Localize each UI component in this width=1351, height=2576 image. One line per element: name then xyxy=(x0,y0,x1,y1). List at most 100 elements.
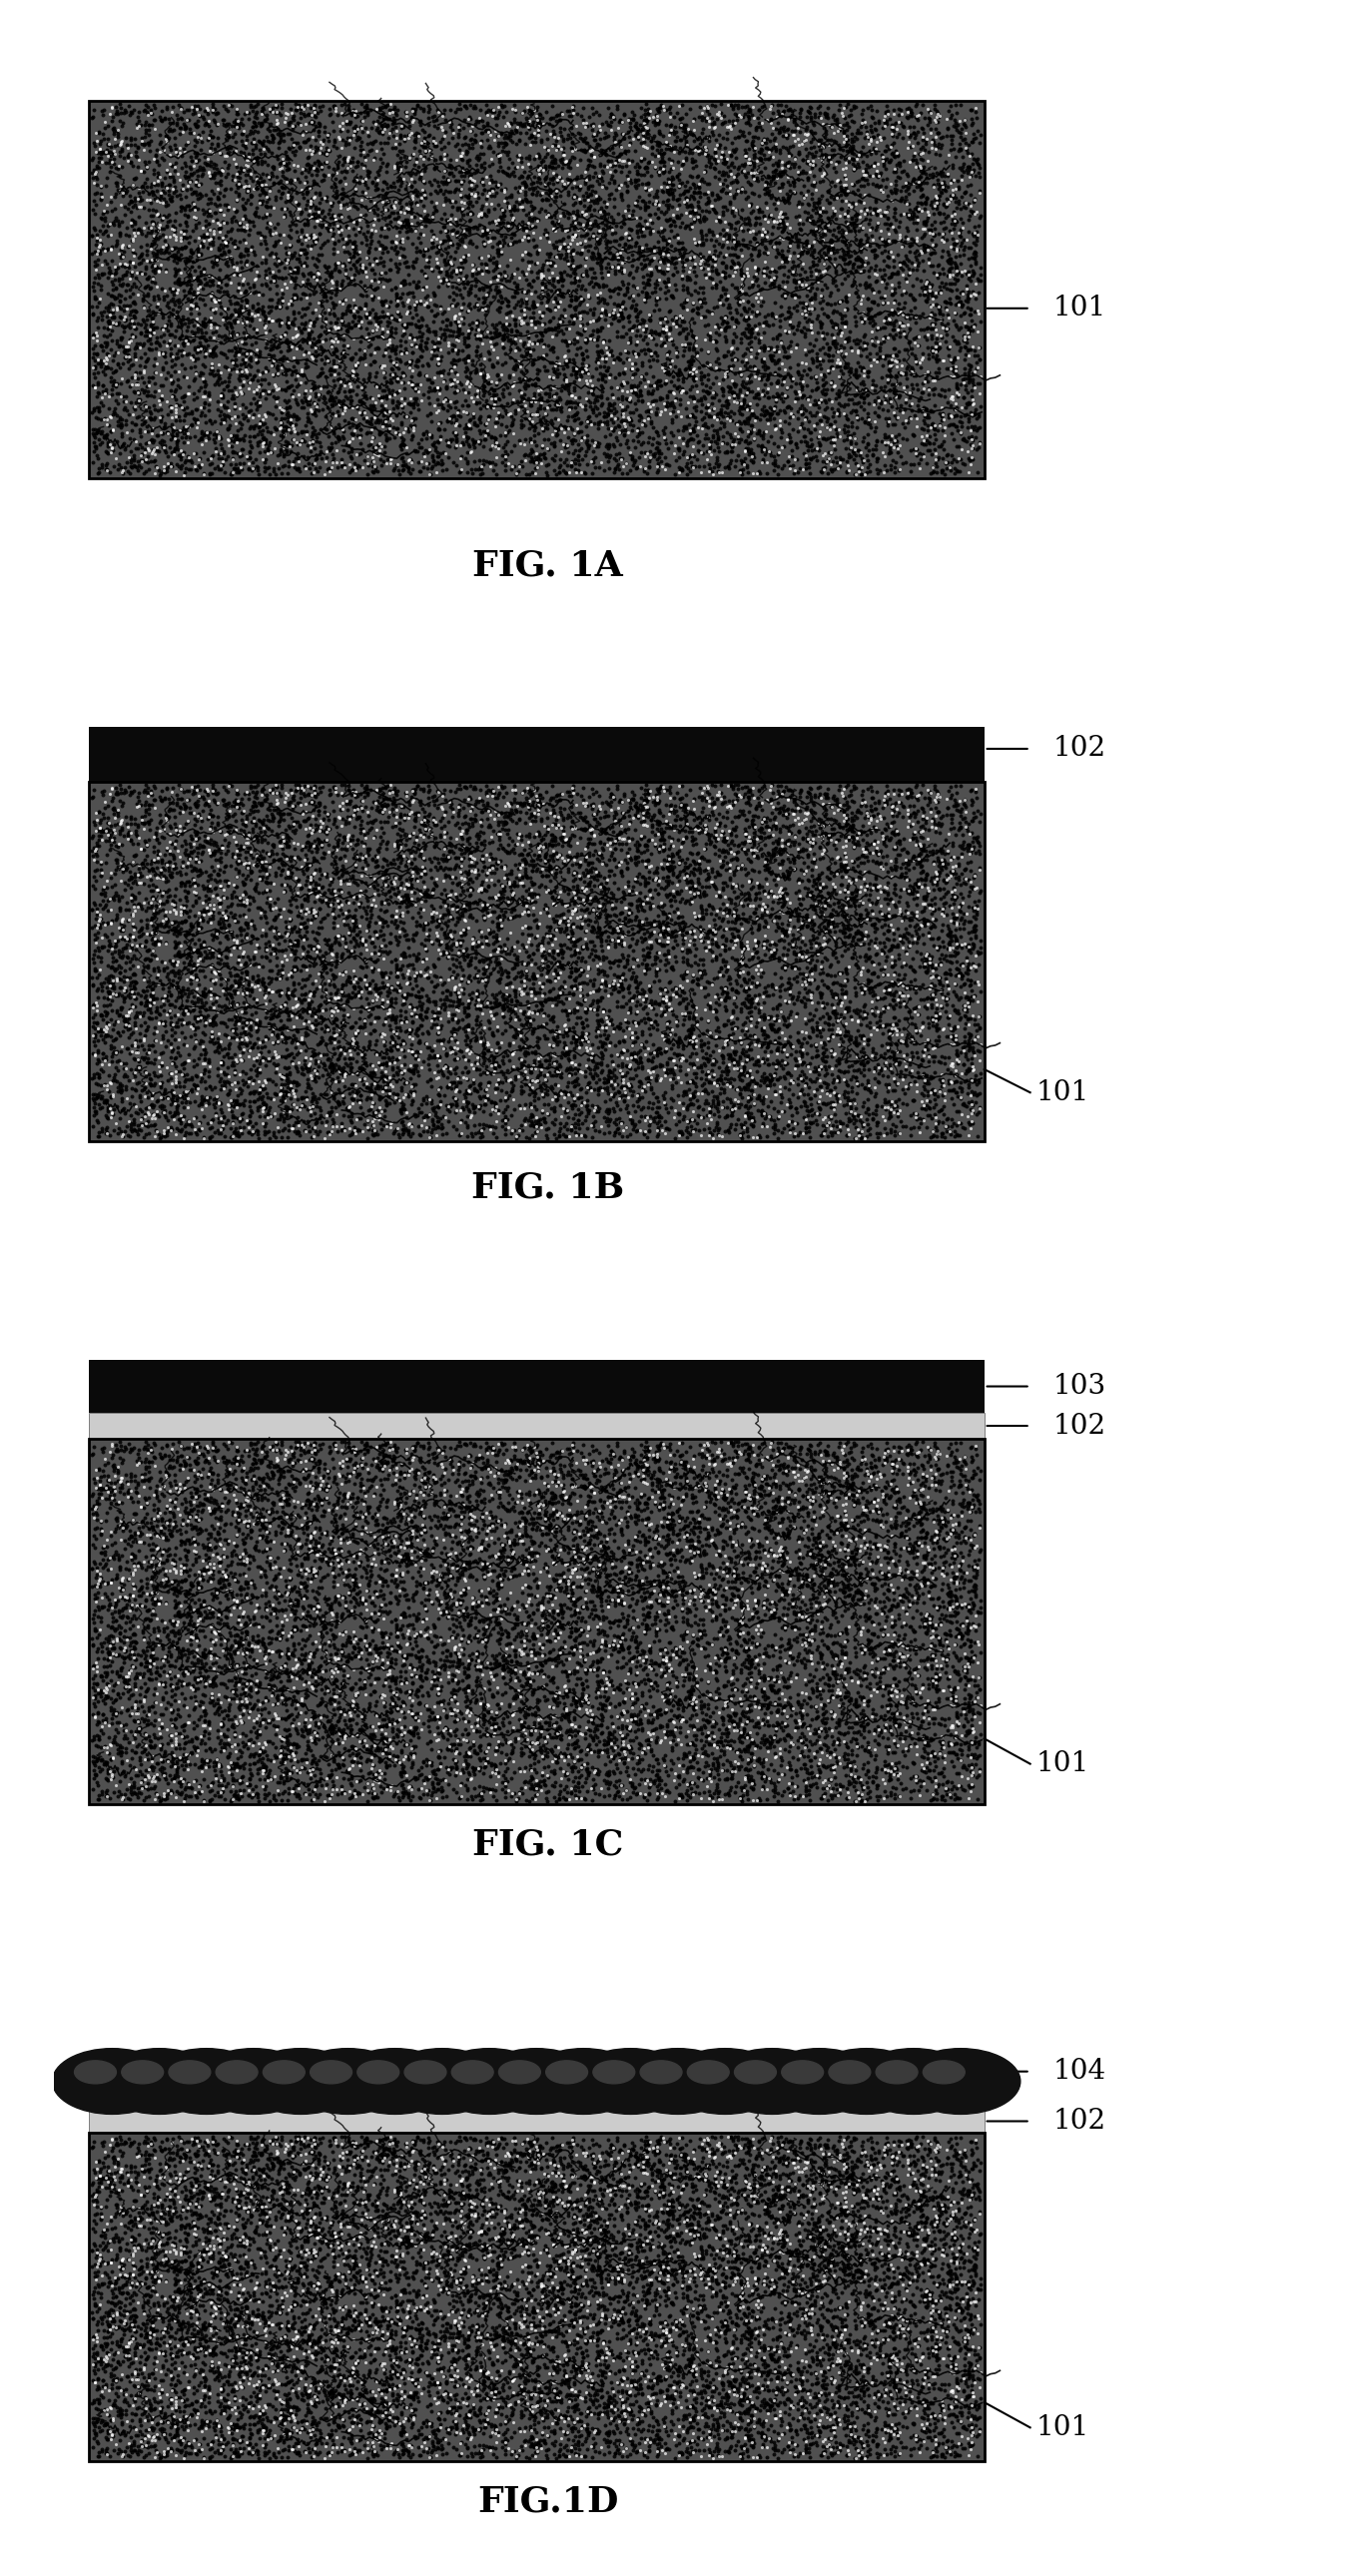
Point xyxy=(200,2197,222,2239)
Point xyxy=(158,1092,180,1133)
Point xyxy=(280,1723,301,1765)
Point xyxy=(219,2226,240,2267)
Point xyxy=(493,2236,515,2277)
Point xyxy=(84,2257,105,2298)
Point xyxy=(273,1718,295,1759)
Point xyxy=(419,88,440,129)
Point xyxy=(373,355,394,397)
Point xyxy=(620,162,642,204)
Point xyxy=(251,858,273,899)
Point xyxy=(399,878,420,920)
Point xyxy=(290,2347,312,2388)
Point xyxy=(417,198,439,240)
Point xyxy=(669,2432,690,2473)
Point xyxy=(447,1638,469,1680)
Point xyxy=(216,1015,238,1056)
Point xyxy=(880,1023,901,1064)
Point xyxy=(538,1695,559,1736)
Point xyxy=(461,860,482,902)
Point xyxy=(666,855,688,896)
Point xyxy=(603,270,624,312)
Point xyxy=(142,433,163,474)
Point xyxy=(705,2352,727,2393)
Point xyxy=(512,907,534,948)
Point xyxy=(567,1077,589,1118)
Point xyxy=(788,811,809,853)
Point xyxy=(505,2306,527,2347)
Point xyxy=(955,420,977,461)
Point xyxy=(880,1476,901,1517)
Point xyxy=(427,402,449,443)
Point xyxy=(651,376,673,417)
Point xyxy=(759,840,781,881)
Point xyxy=(793,1082,815,1123)
Point xyxy=(142,2221,163,2262)
Point xyxy=(413,126,435,167)
Point xyxy=(100,1028,122,1069)
Point xyxy=(95,131,116,173)
Point xyxy=(563,2347,585,2388)
Point xyxy=(744,2136,766,2177)
Point xyxy=(232,827,254,868)
Point xyxy=(712,2205,734,2246)
Point xyxy=(615,2411,636,2452)
Point xyxy=(647,2133,669,2174)
Point xyxy=(781,945,802,987)
Point xyxy=(657,2254,678,2295)
Point xyxy=(651,139,673,180)
Point xyxy=(817,2192,839,2233)
Point xyxy=(896,260,917,301)
Point xyxy=(543,2164,565,2205)
Point xyxy=(247,2372,269,2414)
Point xyxy=(276,814,297,855)
Point xyxy=(725,1558,747,1600)
Point xyxy=(659,2344,681,2385)
Point xyxy=(111,1569,132,1610)
Point xyxy=(886,250,908,291)
Point xyxy=(555,1767,577,1808)
Point xyxy=(296,381,317,422)
Point xyxy=(380,1770,401,1811)
Point xyxy=(539,850,561,891)
Point xyxy=(757,392,778,433)
Point xyxy=(716,307,738,348)
Point xyxy=(593,1486,615,1528)
Point xyxy=(943,350,965,392)
Point xyxy=(643,793,665,835)
Point xyxy=(366,917,388,958)
Point xyxy=(869,943,890,984)
Point xyxy=(802,904,824,945)
Point xyxy=(449,1752,470,1793)
Point xyxy=(939,268,961,309)
Point xyxy=(405,953,427,994)
Point xyxy=(543,2409,565,2450)
Point xyxy=(966,1664,988,1705)
Point xyxy=(159,1492,181,1533)
Point xyxy=(758,1458,780,1499)
Point xyxy=(925,2329,947,2370)
Point xyxy=(286,984,308,1025)
Point xyxy=(349,1497,370,1538)
Point xyxy=(374,1090,396,1131)
Point xyxy=(84,2398,105,2439)
Point xyxy=(185,1530,207,1571)
Point xyxy=(524,1602,546,1643)
Point xyxy=(247,2437,269,2478)
Point xyxy=(931,2388,952,2429)
Point xyxy=(561,1625,582,1667)
Point xyxy=(571,1636,593,1677)
Point xyxy=(551,255,573,296)
Point xyxy=(254,1759,276,1801)
Point xyxy=(168,1687,189,1728)
Point xyxy=(199,796,220,837)
Point xyxy=(227,1736,249,1777)
Point xyxy=(717,366,739,407)
Point xyxy=(619,196,640,237)
Point xyxy=(557,840,578,881)
Point xyxy=(866,881,888,922)
Point xyxy=(811,379,832,420)
Point xyxy=(315,1605,336,1646)
Point xyxy=(830,1687,851,1728)
Point xyxy=(750,2164,771,2205)
Point xyxy=(272,1473,293,1515)
